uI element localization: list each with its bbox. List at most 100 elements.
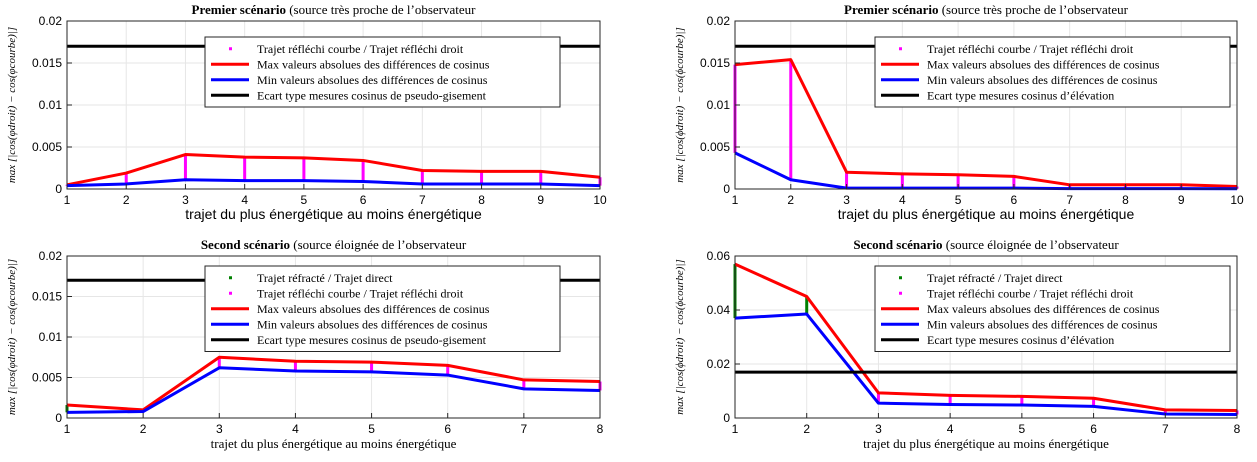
series-line xyxy=(734,262,1238,412)
legend-marker xyxy=(899,291,902,295)
x-tick-label: 8 xyxy=(1234,422,1241,436)
x-tick-label: 6 xyxy=(360,193,367,207)
y-tick-label: 0.02 xyxy=(707,14,731,28)
legend-label: Trajet réfléchi courbe / Trajet réfléchi… xyxy=(927,42,1134,56)
x-tick-label: 2 xyxy=(140,422,147,436)
legend-label: Min valeurs absolues des différences de … xyxy=(927,73,1158,87)
x-tick-label: 7 xyxy=(521,422,528,436)
legend-label: Max valeurs absolues des différences de … xyxy=(257,57,490,71)
legend-label: Ecart type mesures cosinus d’élévation xyxy=(927,88,1114,102)
y-tick-label: 0.04 xyxy=(707,303,731,317)
legend-label: Max valeurs absolues des différences de … xyxy=(257,302,490,316)
x-tick-label: 2 xyxy=(123,193,130,207)
chart-title-bold: Premier scénario xyxy=(844,2,938,17)
y-tick-label: 0.005 xyxy=(32,371,62,385)
chart-title: Premier scénario (source très proche de … xyxy=(844,2,1129,17)
legend-label: Max valeurs absolues des différences de … xyxy=(927,57,1160,71)
axes-box xyxy=(734,255,1238,419)
legend-label: Trajet réfracté / Trajet direct xyxy=(257,271,393,285)
y-axis-label: max [|cos(ϕdroit) − cos(ϕcourbe)|] xyxy=(674,259,686,415)
legend-label: Trajet réfracté / Trajet direct xyxy=(927,271,1063,285)
legend: Trajet réfléchi courbe / Trajet réfléchi… xyxy=(874,36,1231,108)
x-tick-label: 3 xyxy=(843,193,850,207)
chart-title-bold: Second scénario xyxy=(201,237,290,252)
chart-title: Premier scénario (source très proche de … xyxy=(192,2,477,17)
x-tick-label: 9 xyxy=(1178,193,1185,207)
y-tick-label: 0.01 xyxy=(39,330,63,344)
x-tick-label: 6 xyxy=(1090,422,1097,436)
y-tick-label: 0 xyxy=(55,182,62,196)
chart-title-bold: Premier scénario xyxy=(192,2,286,17)
legend-marker xyxy=(899,47,902,51)
legend-label: Trajet réfléchi courbe / Trajet réfléchi… xyxy=(257,286,464,300)
x-tick-label: 5 xyxy=(955,193,962,207)
legend-label: Trajet réfléchi courbe / Trajet réfléchi… xyxy=(257,42,464,56)
x-tick-label: 7 xyxy=(1162,422,1169,436)
chart-panel-1: 1 2 3 4 5 6 7 8 9 10 0 0.005 0.01 0.015 0.02 Premier sc… xyxy=(6,2,607,222)
series-line xyxy=(734,58,1238,188)
x-tick-label: 1 xyxy=(732,193,739,207)
y-tick-label: 0.005 xyxy=(700,140,730,154)
x-tick-label: 7 xyxy=(419,193,426,207)
y-tick-label: 0.015 xyxy=(32,56,62,70)
x-tick-label: 2 xyxy=(803,422,810,436)
y-tick-label: 0.01 xyxy=(39,98,63,112)
x-tick-label: 3 xyxy=(875,422,882,436)
series-3 xyxy=(66,178,601,188)
legend-label: Trajet réfléchi courbe / Trajet réfléchi… xyxy=(927,286,1134,300)
y-axis-label: max [|cos(φdroit) − cos(φcourbe)|] xyxy=(6,259,18,415)
legend-box xyxy=(204,265,561,352)
x-tick-label: 6 xyxy=(444,422,451,436)
y-tick-label: 0.005 xyxy=(32,140,62,154)
legend-box xyxy=(204,36,561,108)
y-tick-label: 0 xyxy=(723,182,730,196)
x-axis-label: trajet du plus énergétique au moins éner… xyxy=(211,436,457,451)
y-tick-label: 0.015 xyxy=(32,290,62,304)
chart-title-rest: (source très proche de l’observateur xyxy=(938,2,1128,17)
series-line xyxy=(734,312,1238,416)
y-tick-label: 0 xyxy=(723,411,730,425)
series-line xyxy=(66,153,601,187)
x-tick-label: 8 xyxy=(597,422,604,436)
legend-box xyxy=(874,265,1231,352)
x-tick-label: 7 xyxy=(1066,193,1073,207)
x-tick-label: 3 xyxy=(182,193,189,207)
x-axis-label: trajet du plus énergétique au moins éner… xyxy=(185,206,482,222)
chart-title: Second scénario (source éloignée de l’ob… xyxy=(201,237,467,252)
x-tick-label: 8 xyxy=(1122,193,1129,207)
legend-marker xyxy=(229,47,232,51)
legend-marker xyxy=(229,276,232,280)
x-tick-label: 8 xyxy=(478,193,485,207)
legend-box xyxy=(874,36,1231,108)
legend-label: Ecart type mesures cosinus de pseudo-gis… xyxy=(257,333,487,347)
legend-label: Ecart type mesures cosinus de pseudo-gis… xyxy=(257,88,487,102)
y-tick-label: 0.06 xyxy=(707,249,731,263)
x-tick-label: 3 xyxy=(216,422,223,436)
x-tick-label: 9 xyxy=(537,193,544,207)
chart-title-rest: (source très proche de l’observateur xyxy=(286,2,476,17)
x-axis-label: trajet du plus énergétique au moins éner… xyxy=(863,436,1109,451)
x-tick-label: 6 xyxy=(1011,193,1018,207)
y-tick-label: 0 xyxy=(55,411,62,425)
legend-label: Min valeurs absolues des différences de … xyxy=(927,317,1158,331)
legend-label: Ecart type mesures cosinus d’élévation xyxy=(927,333,1114,347)
chart-title-bold: Second scénario xyxy=(853,237,942,252)
legend-marker xyxy=(899,276,902,280)
y-axis-label: max [|cos(φdroit) − cos(φcourbe)|] xyxy=(6,27,18,183)
x-tick-label: 4 xyxy=(241,193,248,207)
x-tick-label: 1 xyxy=(64,422,71,436)
x-tick-label: 10 xyxy=(1230,193,1244,207)
chart-title: Second scénario (source éloignée de l’ob… xyxy=(853,237,1119,252)
x-tick-label: 2 xyxy=(787,193,794,207)
chart-panel-3: 1 2 3 4 5 6 7 8 0 0.005 0.01 0.015 0.02 Second scénar… xyxy=(6,237,604,451)
y-tick-label: 0.01 xyxy=(707,98,731,112)
y-tick-label: 0.02 xyxy=(39,249,63,263)
x-tick-label: 4 xyxy=(292,422,299,436)
y-tick-label: 0.015 xyxy=(700,56,730,70)
legend-marker xyxy=(229,291,232,295)
x-axis-label: trajet du plus énergétique au moins éner… xyxy=(838,206,1135,222)
chart-title-rest: (source éloignée de l’observateur xyxy=(943,237,1120,252)
